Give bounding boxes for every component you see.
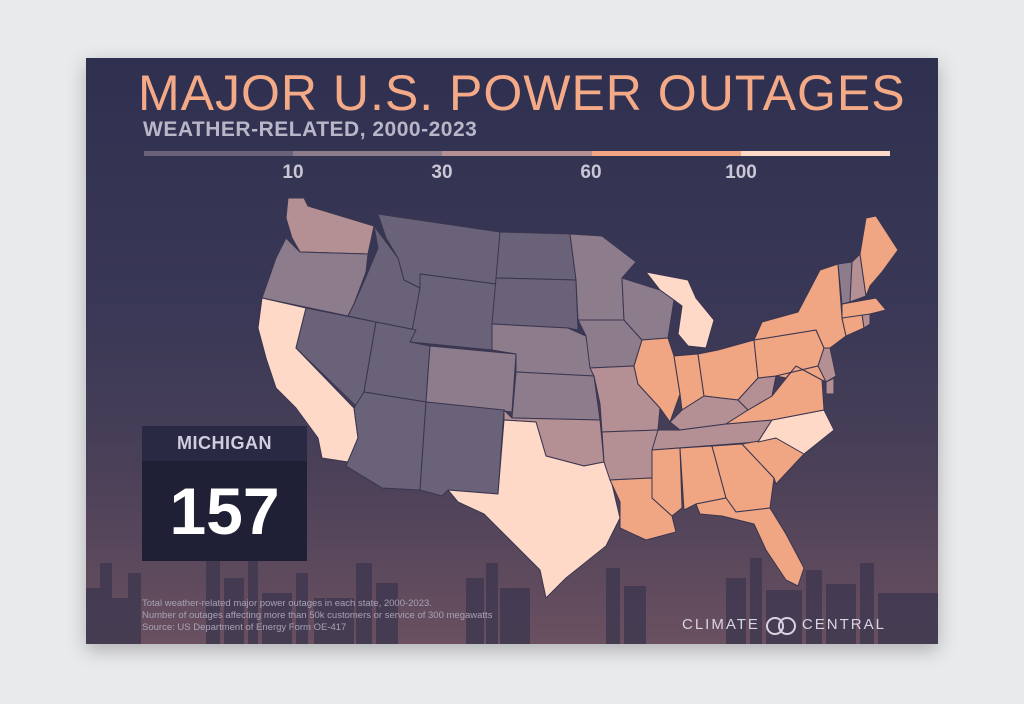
infographic-card: MAJOR U.S. POWER OUTAGES WEATHER-RELATED… [86, 58, 938, 644]
callout-value: 157 [142, 461, 307, 561]
state-sd[interactable] [492, 278, 578, 330]
state-nm[interactable] [420, 402, 504, 496]
state-ks[interactable] [512, 372, 600, 420]
footnote-line-2: Number of outages affecting more than 50… [142, 610, 492, 621]
brand-word-left: CLIMATE [682, 616, 760, 633]
state-az[interactable] [346, 392, 426, 490]
footnote-line-1: Total weather-related major power outage… [142, 598, 432, 609]
footnote-line-3: Source: US Department of Energy Form OE-… [142, 622, 346, 633]
state-ar[interactable] [602, 430, 658, 480]
callout-state-name: MICHIGAN [142, 426, 307, 461]
brand-word-right: CENTRAL [802, 616, 886, 633]
states-layer [258, 198, 898, 598]
state-co[interactable] [426, 346, 516, 412]
state-me[interactable] [860, 216, 898, 296]
state-nd[interactable] [496, 232, 576, 280]
state-wy[interactable] [410, 274, 496, 350]
state-ri[interactable] [862, 314, 870, 328]
climate-central-logo: CLIMATE CENTRAL [682, 616, 886, 633]
state-wa[interactable] [286, 198, 374, 254]
interlocking-circles-icon [766, 617, 796, 633]
